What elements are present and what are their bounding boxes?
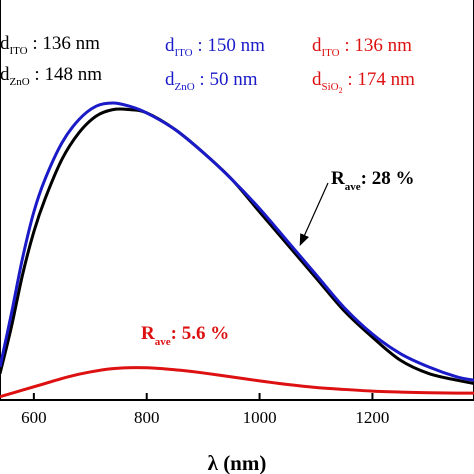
legend-1-line-1-base: d bbox=[0, 33, 10, 54]
legend-3-line-1-rest: : 136 nm bbox=[340, 35, 413, 56]
x-tick-label: 1000 bbox=[243, 408, 277, 427]
legend-2-line-1-base: d bbox=[165, 35, 175, 56]
legend-3-line-1-sub: ITO bbox=[322, 47, 340, 59]
svg-text:dITO : 136 nm: dITO : 136 nm bbox=[0, 33, 100, 57]
svg-text:dZnO : 148 nm: dZnO : 148 nm bbox=[0, 64, 102, 88]
annotation-28-base: R bbox=[331, 168, 345, 189]
series-black-line bbox=[0, 107, 474, 385]
legend-3-line-2-sub2: 2 bbox=[339, 86, 343, 95]
legend-1-line-2-sub: ZnO bbox=[10, 76, 30, 88]
legend-3-line-2-base: d bbox=[312, 69, 322, 90]
annotation-5-6-base: R bbox=[141, 323, 155, 344]
annotation-rave-5-6: Rave: 5.6 % bbox=[141, 323, 229, 348]
annotation-28-rest: : 28 % bbox=[361, 168, 415, 189]
svg-text:dZnO : 50 nm: dZnO : 50 nm bbox=[165, 69, 258, 93]
svg-text:Rave: 28 %: Rave: 28 % bbox=[331, 168, 414, 193]
legend-2-line-1-sub: ITO bbox=[175, 47, 193, 59]
legend-1-line-1-rest: : 136 nm bbox=[28, 33, 101, 54]
annotation-5-6-rest: : 5.6 % bbox=[171, 323, 230, 344]
legend-1-line-1-sub: ITO bbox=[10, 45, 28, 57]
svg-text:dITO : 136 nm: dITO : 136 nm bbox=[312, 35, 412, 59]
legend-entry-1: dITO : 136 nm dZnO : 148 nm bbox=[0, 33, 102, 88]
legend-2-line-2-base: d bbox=[165, 69, 175, 90]
annotation-5-6-sub: ave bbox=[155, 336, 171, 348]
legend-entry-3: dITO : 136 nm dSiO2 : 174 nm bbox=[312, 35, 415, 95]
x-tick-label: 1200 bbox=[355, 408, 389, 427]
x-tick-label: 800 bbox=[134, 408, 160, 427]
svg-text:Rave: 5.6 %: Rave: 5.6 % bbox=[141, 323, 229, 348]
annotation-28-sub: ave bbox=[345, 181, 361, 193]
x-tick-label: 600 bbox=[21, 408, 47, 427]
legend-1-line-2-base: d bbox=[0, 64, 10, 85]
legend-2-line-2-sub: ZnO bbox=[175, 81, 195, 93]
legend-3-line-2-rest: : 174 nm bbox=[343, 69, 416, 90]
x-axis-label: λ (nm) bbox=[208, 451, 267, 474]
legend-entry-2: dITO : 150 nm dZnO : 50 nm bbox=[165, 35, 265, 93]
legend-3-line-1-base: d bbox=[312, 35, 322, 56]
series-red-line bbox=[0, 366, 474, 399]
annotation-arrow bbox=[299, 182, 329, 246]
legend-2-line-1-rest: : 150 nm bbox=[193, 35, 266, 56]
legend-2-line-2-rest: : 50 nm bbox=[195, 69, 258, 90]
plot-frame bbox=[0, 0, 474, 401]
legend-3-line-2-sub: SiO bbox=[322, 81, 339, 93]
series-blue-line bbox=[0, 101, 474, 382]
svg-text:dSiO2 : 174 nm: dSiO2 : 174 nm bbox=[312, 69, 415, 95]
legend-1-line-2-rest: : 148 nm bbox=[30, 64, 103, 85]
annotation-rave-28: Rave: 28 % bbox=[299, 168, 414, 246]
svg-text:dITO : 150 nm: dITO : 150 nm bbox=[165, 35, 265, 59]
